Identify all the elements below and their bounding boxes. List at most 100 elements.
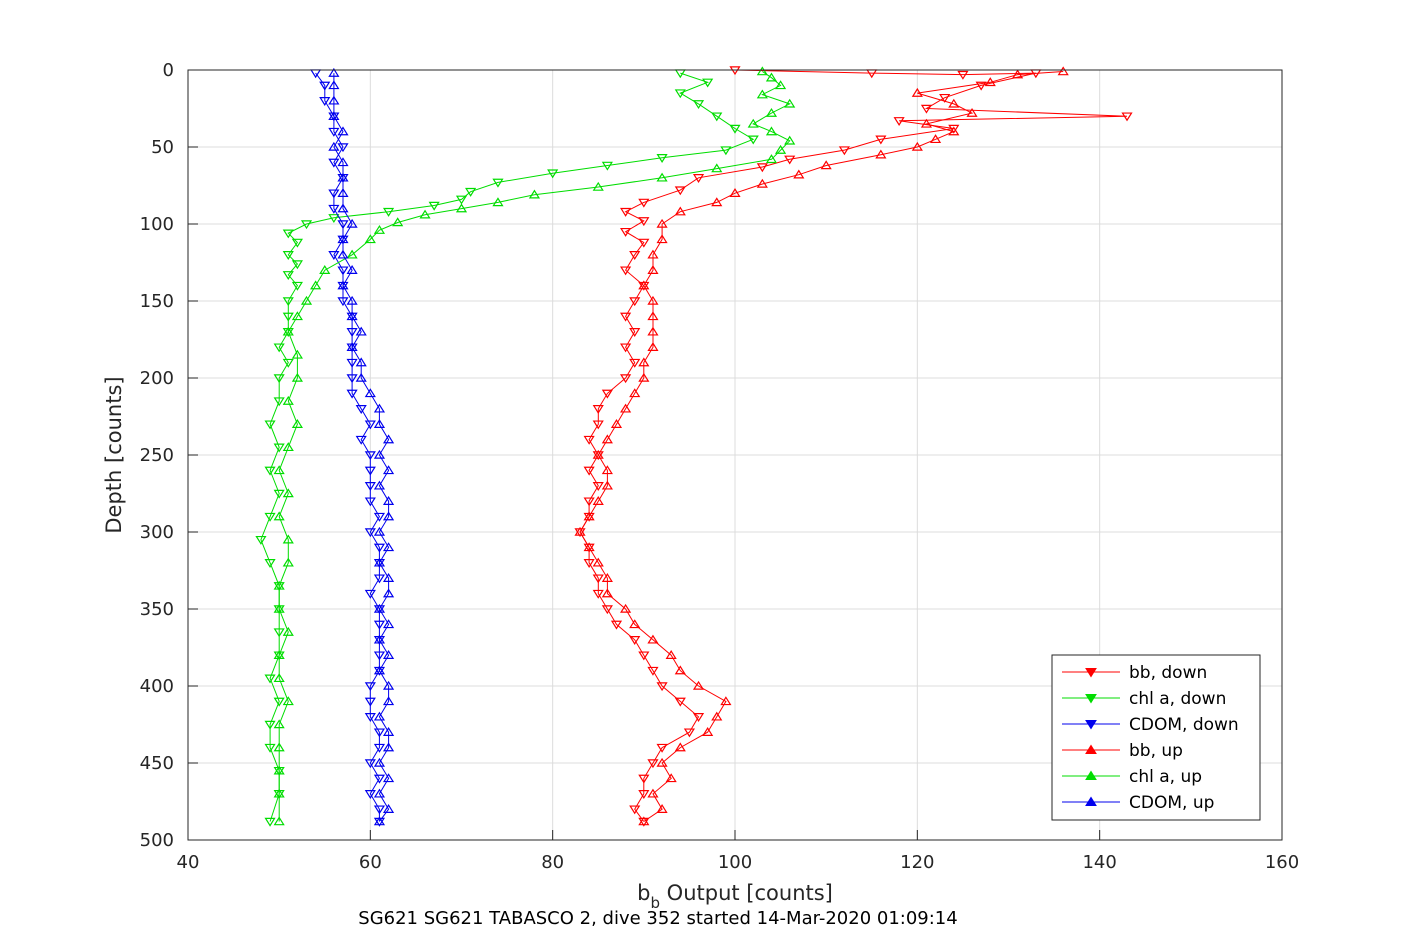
data-point [975, 81, 987, 91]
data-point [756, 163, 768, 173]
x-axis-label: bb Output [counts] [637, 881, 833, 912]
data-point [282, 626, 294, 636]
legend: bb, down chl a, down CDOM, down bb, up chl a… [1051, 654, 1261, 821]
data-point [364, 234, 376, 244]
data-point [702, 78, 714, 88]
data-point [1012, 69, 1024, 79]
data-point [328, 251, 340, 260]
data-point [373, 788, 386, 798]
data-point [592, 449, 604, 459]
data-point [720, 146, 732, 156]
data-point [337, 266, 349, 276]
data-point [364, 589, 376, 599]
data-point [428, 201, 440, 211]
data-point [364, 713, 376, 722]
data-point [373, 816, 386, 826]
y-tick-label: 450 [140, 753, 174, 774]
data-point [282, 312, 294, 322]
data-point [282, 534, 294, 544]
data-point [355, 405, 367, 414]
data-point [711, 112, 723, 122]
data-point [711, 163, 723, 173]
data-point [364, 682, 376, 692]
legend-marker [1085, 796, 1097, 806]
data-point [382, 588, 395, 598]
data-point [337, 203, 349, 213]
data-point [702, 727, 714, 736]
series-line [260, 72, 755, 822]
data-point [364, 388, 376, 398]
data-point [264, 559, 276, 568]
data-point [528, 189, 541, 199]
legend-item: chl a, down [1062, 689, 1226, 709]
data-point [273, 580, 285, 590]
y-tick-label: 350 [140, 599, 174, 620]
data-point [373, 743, 386, 753]
legend-box [1051, 654, 1261, 821]
data-point [382, 696, 395, 706]
data-point [875, 135, 887, 145]
data-point [328, 214, 340, 224]
data-point [665, 650, 677, 659]
data-point [647, 788, 659, 798]
data-point [711, 197, 723, 207]
data-point [291, 281, 303, 291]
data-point [346, 311, 358, 321]
data-point [620, 343, 632, 353]
data-point [419, 209, 431, 219]
data-point [373, 512, 386, 522]
data-point [337, 172, 349, 182]
data-point [638, 280, 650, 290]
data-point [273, 397, 285, 407]
data-point [656, 154, 668, 163]
series-4 [273, 66, 796, 826]
data-point [638, 357, 650, 367]
data-point [373, 757, 386, 767]
data-point [656, 757, 668, 767]
x-tick-label: 140 [1082, 852, 1116, 873]
y-tick-label: 50 [151, 137, 174, 158]
data-point [337, 249, 349, 259]
data-point [683, 728, 695, 738]
data-point [373, 634, 386, 644]
data-point [729, 124, 741, 134]
data-point [273, 788, 285, 798]
data-point [282, 229, 294, 239]
data-point [638, 651, 650, 661]
data-point [364, 451, 376, 461]
y-tick-label: 200 [140, 368, 174, 389]
data-point [273, 443, 285, 453]
data-point [346, 218, 358, 228]
data-point [364, 482, 376, 491]
y-tick-label: 100 [140, 214, 174, 235]
x-tick-label: 120 [900, 852, 934, 873]
data-point [282, 488, 294, 498]
data-point [939, 93, 951, 103]
data-point [984, 77, 996, 87]
data-point [775, 80, 787, 90]
data-point [720, 696, 732, 706]
data-point [729, 188, 741, 197]
data-point [273, 673, 285, 683]
data-point [601, 465, 613, 475]
data-point [328, 67, 340, 77]
data-point [282, 297, 294, 307]
data-point [300, 295, 313, 305]
data-point [355, 372, 367, 382]
data-point [638, 816, 650, 826]
data-point [638, 217, 650, 227]
x-tick-label: 60 [359, 852, 382, 873]
data-point [592, 420, 604, 430]
data-point [601, 573, 613, 582]
y-axis-label: Depth [counts] [102, 376, 126, 533]
data-point [547, 169, 559, 179]
data-point [373, 480, 386, 490]
data-point [273, 765, 285, 775]
data-point [574, 526, 586, 536]
legend-label: bb, down [1129, 663, 1207, 683]
data-point [1057, 66, 1069, 76]
legend-label: chl a, down [1129, 689, 1226, 709]
data-point [273, 489, 285, 499]
data-point [957, 70, 969, 80]
